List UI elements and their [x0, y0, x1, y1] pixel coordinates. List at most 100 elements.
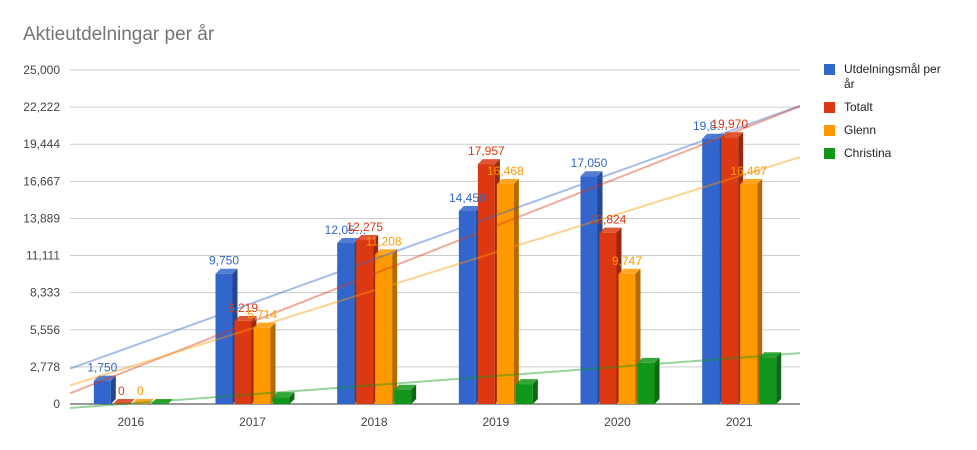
legend-label: Totalt [844, 100, 873, 114]
legend-label: Glenn [844, 123, 877, 137]
bar-front [272, 397, 290, 404]
bar-top [234, 315, 257, 321]
bar-front [515, 384, 533, 404]
bar-front [721, 137, 739, 404]
legend-swatch [824, 148, 835, 159]
bar-front [356, 240, 374, 404]
bar-top [150, 399, 173, 404]
bar-top [637, 357, 660, 363]
legend-item: Glenn [824, 123, 974, 138]
bar-side [776, 352, 782, 404]
bar [637, 357, 660, 404]
data-label: 9,747 [612, 254, 642, 268]
bar-side [392, 249, 398, 404]
bar [93, 375, 116, 404]
bar-top [253, 322, 276, 328]
data-label: 11,208 [366, 234, 402, 248]
bar-top [356, 235, 379, 241]
legend-item: Christina [824, 146, 974, 161]
data-label: 14,450 [449, 191, 486, 205]
legend-swatch [824, 125, 835, 136]
x-tick-label: 2016 [117, 415, 144, 429]
bar-side [654, 357, 660, 404]
chart-title: Aktieutdelningar per år [23, 24, 215, 45]
data-label: 16,468 [487, 164, 524, 178]
bar-front [458, 210, 476, 404]
bar-top [721, 132, 744, 138]
bar-front [580, 176, 598, 404]
bar-top [394, 384, 417, 390]
y-tick-label: 13,889 [23, 211, 60, 225]
trendline [69, 105, 801, 395]
bar-front [599, 232, 617, 404]
bar-front [477, 164, 495, 404]
bar [375, 249, 398, 404]
x-tick-label: 2018 [361, 415, 388, 429]
bar-top [740, 179, 763, 185]
data-label: 19,8… [693, 119, 728, 133]
y-tick-label: 25,000 [23, 63, 60, 77]
legend-label: Christina [844, 146, 892, 160]
legend-swatch [824, 102, 835, 113]
bar-top [580, 171, 603, 177]
data-label: 16,467 [730, 164, 767, 178]
bar-front [93, 380, 111, 404]
data-label: 0 [118, 384, 125, 398]
data-label: 9,750 [209, 254, 239, 268]
bar-side [110, 375, 116, 404]
x-tick-label: 2020 [604, 415, 631, 429]
bar [272, 392, 295, 404]
bar [150, 399, 173, 404]
data-label: 6,219 [228, 301, 258, 315]
bar [740, 179, 763, 404]
legend-item: Utdelningsmål per år [824, 62, 974, 92]
x-tick-label: 2017 [239, 415, 266, 429]
bar-top [215, 268, 238, 274]
bar-top [599, 227, 622, 233]
trendline [69, 156, 801, 387]
bar [253, 322, 276, 404]
bars [93, 132, 782, 404]
bar [337, 238, 360, 404]
bar-top [375, 249, 398, 255]
bar-side [532, 379, 538, 404]
data-label: 19,970 [711, 117, 748, 131]
bar-side [289, 392, 295, 404]
bar-top [477, 159, 500, 165]
data-label: 12,824 [590, 213, 627, 227]
bar-front [637, 362, 655, 404]
bar-front [702, 138, 720, 404]
bar-top [112, 399, 135, 404]
bar [496, 178, 519, 404]
bar-front [496, 183, 514, 404]
bar-front [337, 243, 355, 404]
bar-front [618, 273, 636, 404]
bar-front [215, 273, 233, 404]
bar-front [759, 357, 777, 404]
bar [702, 133, 725, 404]
bar-top [496, 178, 519, 184]
bar-top [458, 205, 481, 211]
bar-side [757, 179, 763, 404]
bar [394, 384, 417, 404]
legend: Utdelningsmål per år Totalt Glenn Christina [824, 62, 974, 169]
x-tick-label: 2019 [482, 415, 509, 429]
data-label: 12,275 [346, 220, 383, 234]
y-tick-label: 11,111 [26, 249, 60, 263]
data-label: 1,750 [87, 361, 117, 375]
data-label: 0 [137, 384, 144, 398]
bar-side [513, 178, 519, 404]
bar [618, 268, 641, 404]
bar-top [759, 352, 782, 358]
bar-top [272, 392, 295, 398]
bar-side [411, 384, 417, 404]
bar-top [515, 379, 538, 385]
data-label: 17,957 [468, 144, 505, 158]
y-tick-label: 22,222 [23, 100, 60, 114]
legend-swatch [824, 64, 835, 75]
bar-top [93, 375, 116, 381]
bar-front [394, 389, 412, 404]
data-label: 17,050 [571, 156, 608, 170]
bar [759, 352, 782, 404]
